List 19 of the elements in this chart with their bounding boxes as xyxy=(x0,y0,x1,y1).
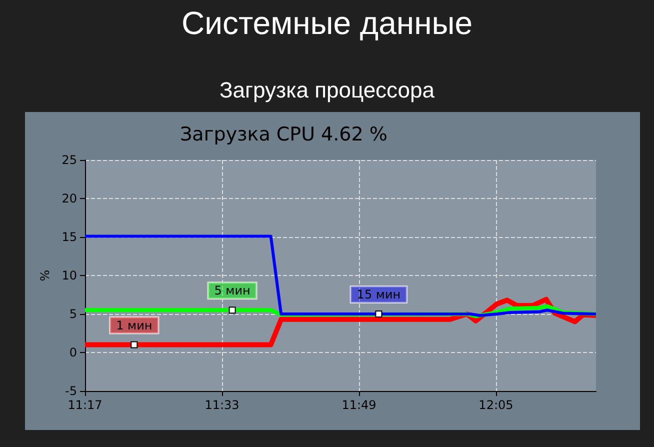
y-tick-label: 0 xyxy=(69,346,77,360)
x-tick-label: 11:49 xyxy=(342,398,376,412)
x-tick-label: 11:33 xyxy=(204,398,240,412)
y-tick-label: 20 xyxy=(62,192,77,206)
y-tick-label: 25 xyxy=(62,153,77,167)
chart-subtitle: Загрузка процессора xyxy=(219,78,436,102)
x-tick-label: 11:17 xyxy=(68,398,102,412)
chart-title: Системные данные xyxy=(181,5,473,41)
y-tick-label: -5 xyxy=(65,384,77,398)
series-label: 1 мин xyxy=(116,318,152,332)
y-axis-title: % xyxy=(38,270,52,282)
line-series xyxy=(84,234,598,318)
x-tick-label: 12:05 xyxy=(478,398,514,412)
y-tick-label: 10 xyxy=(62,268,77,282)
series-label: 5 мин xyxy=(214,284,250,298)
y-tick-label: 5 xyxy=(69,307,77,321)
y-tick-label: 15 xyxy=(62,230,77,244)
text: Загрузка CPU 4.62 % xyxy=(180,124,388,146)
series-label: 15 мин xyxy=(356,288,401,302)
